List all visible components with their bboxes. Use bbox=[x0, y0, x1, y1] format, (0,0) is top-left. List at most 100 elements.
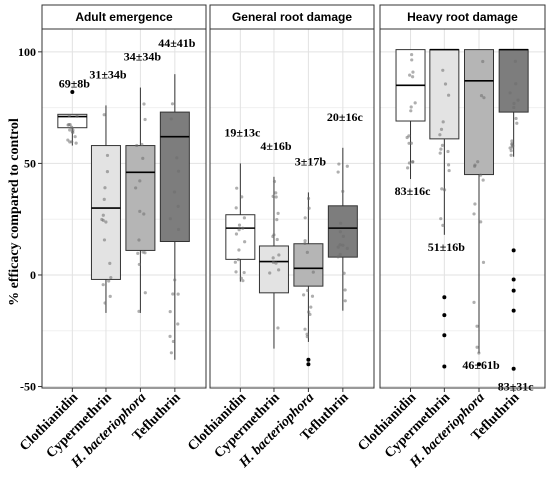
facet-panel: Adult emergence69±8b31±34b34±34b44±41bCl… bbox=[17, 4, 207, 471]
raw-data-point bbox=[481, 178, 485, 182]
outlier-point bbox=[511, 366, 516, 371]
raw-data-point bbox=[305, 335, 309, 339]
raw-data-point bbox=[108, 261, 112, 265]
raw-data-point bbox=[271, 194, 275, 198]
box-group: 44±41b bbox=[158, 36, 196, 360]
box bbox=[258, 245, 289, 294]
raw-data-point bbox=[102, 197, 106, 201]
raw-data-point bbox=[276, 326, 280, 330]
raw-data-point bbox=[276, 211, 280, 215]
raw-data-point bbox=[310, 294, 315, 298]
facet-panel: Heavy root damage 83±16c 51±16b 46±61b 83±31… bbox=[355, 4, 546, 471]
box-group: 19±13c bbox=[224, 125, 261, 283]
raw-data-point bbox=[70, 140, 74, 144]
raw-data-point bbox=[140, 142, 144, 147]
raw-data-point bbox=[168, 217, 172, 221]
raw-data-point bbox=[169, 117, 173, 121]
raw-data-point bbox=[446, 93, 451, 97]
raw-data-point bbox=[341, 243, 345, 247]
raw-data-point bbox=[411, 160, 415, 164]
box-annotation: 3±17b bbox=[295, 154, 327, 168]
raw-data-point bbox=[176, 169, 181, 173]
raw-data-point bbox=[143, 291, 147, 295]
box-annotation: 44±41b bbox=[158, 36, 196, 50]
raw-data-point bbox=[441, 68, 445, 72]
raw-data-point bbox=[446, 149, 450, 154]
box-group: 4±16b bbox=[258, 139, 292, 349]
raw-data-point bbox=[341, 234, 345, 238]
raw-data-point bbox=[513, 59, 517, 63]
raw-data-point bbox=[108, 294, 112, 298]
raw-data-point bbox=[101, 283, 105, 287]
raw-data-point bbox=[235, 186, 239, 190]
raw-data-point bbox=[274, 195, 278, 199]
raw-data-point bbox=[169, 351, 173, 355]
raw-data-point bbox=[168, 309, 172, 314]
box-group: 51±16b bbox=[428, 48, 465, 369]
raw-data-point bbox=[441, 223, 445, 227]
raw-data-point bbox=[137, 309, 141, 313]
raw-data-point bbox=[511, 144, 515, 148]
raw-data-point bbox=[103, 301, 107, 305]
raw-data-point bbox=[234, 232, 239, 236]
raw-data-point bbox=[303, 327, 307, 331]
raw-data-point bbox=[236, 258, 240, 262]
raw-data-point bbox=[305, 288, 310, 293]
raw-data-point bbox=[343, 288, 347, 292]
raw-data-point bbox=[134, 186, 138, 190]
box-group: 34±34b bbox=[124, 50, 161, 313]
raw-data-point bbox=[275, 218, 279, 222]
box-group: 31±34b bbox=[89, 67, 127, 313]
raw-data-point bbox=[171, 292, 175, 296]
box bbox=[225, 214, 256, 260]
raw-data-point bbox=[274, 191, 278, 195]
outlier-point bbox=[442, 295, 447, 300]
raw-data-point bbox=[275, 237, 279, 242]
raw-data-point bbox=[171, 339, 175, 344]
raw-data-point bbox=[136, 251, 140, 255]
raw-data-point bbox=[233, 260, 237, 264]
raw-data-point bbox=[472, 212, 476, 216]
raw-data-point bbox=[237, 228, 241, 232]
raw-data-point bbox=[439, 147, 443, 151]
raw-data-point bbox=[311, 270, 315, 274]
raw-data-point bbox=[242, 270, 246, 275]
raw-data-point bbox=[102, 238, 107, 242]
raw-data-point bbox=[142, 102, 146, 106]
raw-data-point bbox=[440, 143, 445, 147]
raw-data-point bbox=[509, 149, 513, 153]
raw-data-point bbox=[413, 101, 417, 105]
raw-data-point bbox=[336, 170, 340, 174]
raw-data-point bbox=[341, 189, 345, 193]
raw-data-point bbox=[67, 114, 71, 118]
raw-data-point bbox=[105, 153, 110, 158]
box-annotation: 19±13c bbox=[224, 125, 261, 139]
raw-data-point bbox=[243, 240, 247, 244]
raw-data-point bbox=[440, 187, 444, 191]
box-group: 3±17b bbox=[293, 154, 327, 367]
raw-data-point bbox=[438, 133, 442, 137]
raw-data-point bbox=[137, 238, 141, 242]
raw-data-point bbox=[104, 220, 108, 224]
raw-data-point bbox=[172, 190, 177, 194]
raw-data-point bbox=[277, 268, 281, 272]
raw-data-point bbox=[409, 109, 413, 113]
raw-data-point bbox=[512, 101, 516, 106]
raw-data-point bbox=[68, 128, 72, 132]
facet-title: Adult emergence bbox=[75, 10, 173, 24]
raw-data-point bbox=[173, 278, 177, 282]
raw-data-point bbox=[479, 173, 483, 177]
box-annotation: 4±16b bbox=[260, 139, 292, 153]
raw-data-point bbox=[473, 164, 477, 168]
y-axis-title: % efficacy compared to control bbox=[7, 118, 22, 306]
box bbox=[429, 49, 460, 140]
raw-data-point bbox=[68, 122, 72, 127]
raw-data-point bbox=[138, 179, 142, 183]
raw-data-point bbox=[472, 300, 476, 304]
raw-data-point bbox=[443, 82, 448, 86]
raw-data-point bbox=[308, 312, 312, 317]
raw-data-point bbox=[475, 324, 479, 328]
outlier-point bbox=[477, 362, 481, 367]
raw-data-point bbox=[479, 94, 484, 98]
raw-data-point bbox=[510, 139, 514, 143]
